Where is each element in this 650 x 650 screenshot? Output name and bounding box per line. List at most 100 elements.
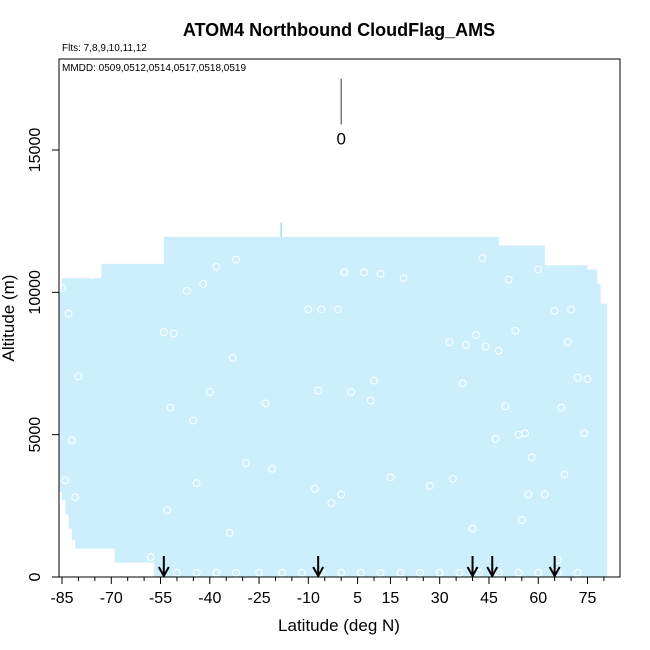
x-tick-label: -40: [198, 590, 221, 607]
data-point: [232, 255, 240, 264]
data-point: [455, 568, 464, 577]
arrow-marker: [157, 556, 170, 579]
x-tick-label: -85: [50, 590, 73, 607]
data-point: [278, 568, 286, 577]
x-tick-label: 5: [353, 590, 362, 607]
data-point: [356, 568, 365, 577]
data-point: [297, 568, 306, 577]
x-tick-label: 60: [529, 590, 547, 607]
y-tick-label: 10000: [27, 270, 44, 315]
data-point: [255, 568, 263, 577]
data-point: [458, 379, 467, 388]
data-point: [212, 568, 221, 577]
data-point: [376, 568, 385, 577]
y-tick-label: 15000: [27, 128, 44, 173]
arrow-marker: [312, 556, 325, 579]
data-point: [182, 287, 191, 295]
data-point: [64, 309, 73, 318]
data-point: [205, 388, 214, 396]
data-point: [557, 403, 566, 412]
data-point: [192, 568, 201, 577]
data-point: [173, 568, 181, 577]
data-point: [146, 568, 155, 577]
data-point: [494, 568, 503, 577]
coverage-region: [58, 236, 608, 577]
data-point: [399, 274, 408, 283]
data-point: [310, 484, 319, 493]
arrow-head: [548, 566, 561, 579]
data-point: [242, 459, 250, 468]
arrow-head: [312, 566, 325, 579]
data-point: [159, 328, 168, 337]
data-point: [481, 342, 490, 351]
data-point: [146, 553, 155, 561]
x-tick-label: -55: [149, 590, 172, 607]
data-point: [333, 305, 342, 314]
data-point: [71, 493, 80, 502]
data-point: [491, 435, 500, 443]
data-point: [534, 265, 543, 274]
chart-title: ATOM4 Northbound CloudFlag_AMS: [183, 20, 495, 40]
data-point: [573, 373, 582, 382]
data-point: [504, 275, 513, 284]
data-point: [501, 402, 510, 411]
data-point: [514, 568, 523, 577]
y-axis: 0 5000 10000 15000: [27, 128, 59, 581]
data-point: [163, 506, 172, 515]
y-tick-label: 0: [27, 572, 44, 581]
data-point: [435, 568, 444, 577]
data-point: [228, 353, 237, 362]
coverage-area: [58, 222, 608, 577]
data-point: [74, 372, 83, 381]
data-point: [445, 338, 454, 347]
data-point: [462, 341, 470, 349]
data-point: [475, 568, 484, 577]
data-point: [563, 338, 572, 347]
data-point: [232, 568, 240, 577]
arrow-head: [486, 566, 499, 579]
data-point: [478, 254, 487, 263]
y-tick-label: 5000: [27, 417, 44, 453]
data-point: [199, 279, 208, 288]
data-point: [517, 516, 526, 524]
data-point: [567, 305, 575, 314]
data-point: [304, 305, 313, 314]
data-point: [416, 568, 424, 577]
data-point: [573, 568, 582, 577]
x-tick-label: -70: [100, 590, 123, 607]
plot-frame: [58, 58, 621, 578]
data-point: [448, 474, 457, 483]
data-point: [527, 453, 536, 462]
data-point: [370, 376, 378, 385]
data-point: [521, 429, 529, 438]
coverage-spike: [280, 222, 282, 237]
x-tick-label: -10: [297, 590, 320, 607]
data-point: [337, 490, 346, 499]
arrow-marker: [486, 556, 499, 579]
data-point: [61, 476, 70, 485]
data-point: [169, 329, 178, 338]
data-point: [534, 568, 543, 577]
data-point: [314, 386, 323, 395]
data-point: [327, 499, 336, 507]
data-point: [317, 305, 326, 314]
data-point: [212, 262, 221, 271]
data-point: [360, 268, 369, 277]
x-tick-label: 15: [382, 590, 400, 607]
data-point: [189, 416, 198, 425]
data-point: [166, 403, 175, 412]
arrow-head: [157, 566, 170, 579]
x-tick-label: 75: [579, 590, 597, 607]
data-point: [511, 326, 520, 335]
data-point: [425, 482, 434, 490]
arrow-markers: [157, 556, 561, 579]
data-point: [560, 470, 569, 479]
data-point: [583, 375, 592, 384]
data-point: [540, 490, 549, 499]
data-point: [524, 490, 533, 499]
dates-text: MMDD: 0509,0512,0514,0517,0518,0519: [62, 63, 246, 74]
data-point: [87, 271, 96, 280]
data-point: [396, 568, 405, 577]
data-point: [550, 306, 559, 315]
arrow-head: [466, 566, 479, 579]
